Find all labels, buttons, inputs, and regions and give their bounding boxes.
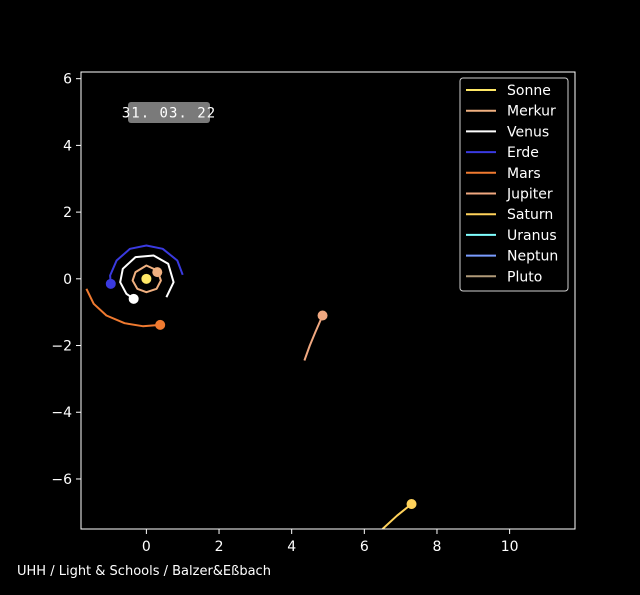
- planet-erde: [105, 278, 116, 289]
- y-tick-label: 4: [63, 138, 72, 154]
- legend-label-merkur: Merkur: [507, 104, 556, 120]
- x-tick-label: 10: [501, 539, 519, 555]
- y-tick-label: −6: [51, 472, 72, 488]
- legend: Sonne Merkur Venus Erde Mars Jupiter Saturn Ura…: [459, 77, 569, 292]
- date-label: 31. 03. 22: [122, 106, 216, 122]
- x-tick-label: 4: [287, 539, 296, 555]
- planet-venus: [128, 293, 139, 304]
- planet-sonne: [141, 273, 152, 284]
- legend-label-venus: Venus: [507, 124, 549, 140]
- x-tick-label: 0: [142, 539, 151, 555]
- trajectory-merkur: [131, 264, 162, 294]
- trajectory-mars: [85, 288, 161, 328]
- y-tick-label: 2: [63, 205, 72, 221]
- y-tick-label: 6: [63, 72, 72, 88]
- planet-mars: [155, 319, 166, 330]
- planet-merkur: [152, 267, 163, 278]
- trajectory-erde: [109, 244, 184, 284]
- trajectories-layer: [85, 244, 417, 529]
- x-tick-label: 6: [360, 539, 369, 555]
- trajectory-venus: [119, 254, 175, 300]
- y-tick-label: −2: [51, 339, 72, 355]
- planet-jupiter: [317, 310, 328, 321]
- planet-saturn: [406, 498, 417, 509]
- axes-frame: [80, 71, 576, 530]
- credit-text: UHH / Light & Schools / Balzer&Eßbach: [17, 564, 271, 579]
- legend-label-neptun: Neptun: [507, 249, 558, 265]
- legend-label-uranus: Uranus: [507, 228, 557, 244]
- legend-label-mars: Mars: [507, 166, 541, 182]
- y-tick-label: 0: [63, 272, 72, 288]
- date-box: 31. 03. 22: [122, 102, 216, 123]
- legend-label-erde: Erde: [507, 145, 539, 161]
- axis-ticks: 0 2 4 6 8 10 6 4 2 0 −2 −4 −6: [51, 72, 518, 555]
- legend-label-pluto: Pluto: [507, 269, 542, 285]
- trajectory-jupiter: [303, 315, 324, 361]
- legend-label-jupiter: Jupiter: [506, 187, 553, 203]
- x-tick-label: 2: [215, 539, 224, 555]
- legend-label-sonne: Sonne: [507, 83, 551, 99]
- x-tick-label: 8: [433, 539, 442, 555]
- trajectory-saturn: [381, 503, 413, 529]
- y-tick-label: −4: [51, 405, 72, 421]
- legend-label-saturn: Saturn: [507, 207, 553, 223]
